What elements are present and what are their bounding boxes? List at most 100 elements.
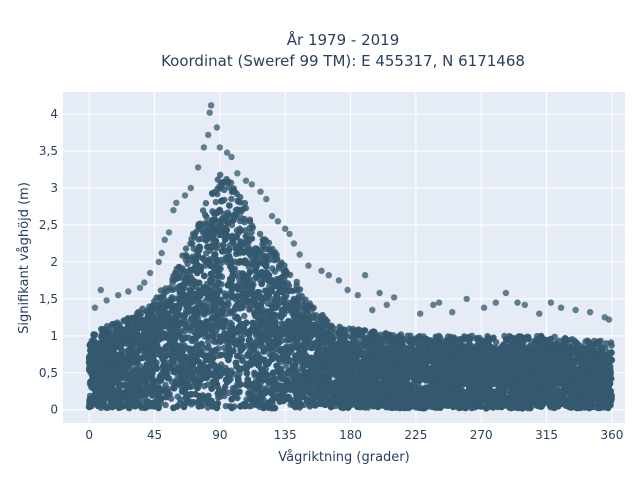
data-point <box>397 331 405 338</box>
data-point <box>157 295 164 302</box>
data-point <box>98 326 105 333</box>
data-point <box>456 341 464 348</box>
data-point <box>241 199 249 207</box>
data-point <box>599 344 606 351</box>
chart-title: År 1979 - 2019 <box>287 30 400 49</box>
data-point <box>382 330 389 337</box>
data-point <box>92 331 99 338</box>
data-point <box>508 334 515 342</box>
data-point <box>200 272 208 280</box>
data-point <box>196 223 203 230</box>
data-point <box>449 336 456 343</box>
data-point <box>275 262 283 270</box>
data-point <box>190 245 197 252</box>
data-point <box>161 290 168 297</box>
data-point <box>488 335 495 343</box>
data-point <box>547 335 555 343</box>
data-point <box>313 312 320 319</box>
data-point <box>513 338 521 346</box>
data-point <box>603 340 610 347</box>
data-point <box>162 285 169 292</box>
data-point <box>179 265 186 272</box>
data-point <box>259 241 266 248</box>
data-point <box>571 337 578 344</box>
data-point <box>285 347 293 355</box>
data-point <box>322 345 329 353</box>
data-point <box>463 336 470 343</box>
data-point <box>133 317 141 324</box>
data-point <box>189 240 196 247</box>
data-point <box>537 333 545 340</box>
data-point <box>124 315 131 323</box>
data-point <box>433 334 441 341</box>
data-point <box>107 361 115 369</box>
data-point <box>250 276 257 283</box>
data-point <box>235 198 242 205</box>
data-point <box>317 315 325 323</box>
data-point <box>241 312 248 320</box>
data-point <box>171 276 178 283</box>
data-point <box>282 381 290 389</box>
data-point <box>186 286 194 294</box>
data-point <box>238 215 245 222</box>
data-point <box>202 200 210 207</box>
data-point <box>242 204 250 212</box>
data-point <box>182 245 190 252</box>
data-point <box>282 268 289 276</box>
data-point <box>361 327 369 334</box>
data-point <box>195 279 203 287</box>
data-point <box>181 313 188 321</box>
data-point <box>256 230 264 238</box>
data-point <box>202 222 209 229</box>
data-point <box>172 270 180 277</box>
data-point <box>227 233 234 241</box>
data-point <box>246 216 254 223</box>
data-point <box>199 207 207 214</box>
data-point <box>148 305 155 312</box>
data-point <box>170 384 178 392</box>
data-point <box>101 331 108 338</box>
data-point <box>195 236 202 243</box>
data-point <box>212 198 220 206</box>
data-point <box>323 321 330 328</box>
data-point <box>188 274 195 281</box>
data-point <box>282 362 289 369</box>
data-point <box>351 330 358 337</box>
data-point <box>122 382 129 390</box>
data-point <box>258 280 266 288</box>
data-point <box>207 270 215 278</box>
data-point <box>246 305 254 312</box>
data-point <box>139 316 147 324</box>
data-point <box>389 334 396 342</box>
data-point <box>532 336 540 344</box>
data-points <box>85 102 616 412</box>
data-point <box>273 251 280 258</box>
data-point <box>279 375 286 383</box>
data-point <box>580 347 588 354</box>
data-point <box>243 232 250 239</box>
data-point <box>129 314 136 321</box>
data-point <box>271 268 279 275</box>
data-point <box>188 235 195 243</box>
data-point <box>225 202 233 209</box>
data-point <box>377 331 384 338</box>
data-point <box>214 185 221 192</box>
data-point <box>187 390 195 398</box>
data-point <box>119 339 127 347</box>
data-point <box>205 343 212 350</box>
data-point <box>214 176 221 183</box>
data-point <box>228 195 235 203</box>
data-point <box>382 340 389 348</box>
data-point <box>293 282 300 289</box>
data-point <box>259 236 266 243</box>
data-point <box>219 242 227 249</box>
data-point <box>230 185 237 192</box>
data-point <box>173 376 181 383</box>
data-point <box>209 190 216 197</box>
data-point <box>310 304 317 311</box>
data-point <box>168 395 175 402</box>
data-point <box>215 273 222 280</box>
data-point <box>217 171 224 178</box>
data-point <box>396 337 403 345</box>
